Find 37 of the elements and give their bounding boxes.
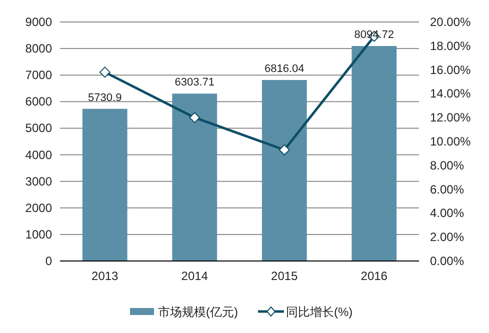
point [189, 112, 200, 124]
y2-tick-label: 16.00% [430, 62, 472, 77]
y-tick-label: 0 [45, 254, 52, 268]
legend-label: 同比增长(%) [286, 305, 353, 319]
y-tick-label: 9000 [25, 15, 52, 29]
y-tick-label: 5000 [25, 121, 52, 136]
y-tick-label: 8000 [25, 42, 52, 56]
x-tick-label: 2016 [360, 269, 388, 283]
y-tick-label: 1000 [25, 227, 52, 242]
data-label: 5730.9 [88, 92, 122, 104]
legend-label: 市场规模(亿元) [158, 305, 238, 319]
x-tick-label: 2014 [181, 269, 208, 283]
point [99, 66, 110, 78]
y2-tick-label: 8.00% [430, 158, 464, 172]
y2-tick-label: 0.00% [430, 254, 464, 268]
bar [262, 80, 307, 261]
y2-tick-label: 14.00% [430, 86, 472, 101]
y2-tick-label: 10.00% [430, 134, 472, 148]
y-tick-label: 2000 [25, 200, 52, 215]
y2-tick-label: 6.00% [430, 182, 464, 196]
bar [172, 94, 218, 261]
point [278, 144, 290, 156]
x-tick-label: 2013 [92, 269, 119, 283]
y-tick-label: 4000 [25, 148, 52, 162]
y-tick-label: 6000 [25, 94, 52, 109]
y-tick-label: 7000 [25, 68, 52, 82]
y2-tick-label: 20.00% [430, 15, 472, 29]
y2-tick-label: 4.00% [430, 206, 464, 220]
y2-tick-label: 18.00% [430, 38, 472, 53]
y2-tick-label: 12.00% [430, 110, 472, 125]
data-label: 6303.71 [174, 76, 215, 89]
bar [352, 46, 397, 261]
bar [82, 108, 128, 261]
data-label: 6816.04 [264, 62, 304, 75]
x-tick-label: 2015 [271, 269, 298, 283]
y-tick-label: 3000 [25, 174, 52, 188]
y2-tick-label: 2.00% [430, 230, 464, 244]
